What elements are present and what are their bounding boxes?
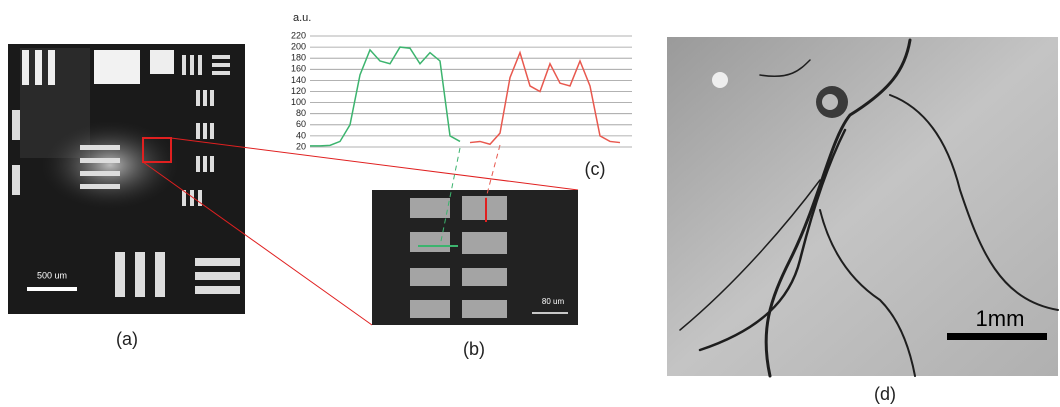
y-tick-label: 140 (291, 75, 306, 85)
y-tick-label: 40 (296, 130, 306, 140)
scale-label: 1mm (976, 306, 1025, 331)
panel-label: (b) (463, 339, 485, 359)
image-b: 80 um (372, 190, 578, 325)
line-series (470, 53, 620, 145)
scale-label: 80 um (542, 297, 565, 306)
image-d: 1mm (667, 37, 1058, 376)
image-a: 500 um (8, 44, 245, 314)
y-tick-label: 20 (296, 141, 306, 151)
panel-label: (a) (116, 329, 138, 349)
y-tick-label: 220 (291, 30, 306, 40)
panel-label: (d) (874, 384, 896, 404)
y-tick-label: 120 (291, 86, 306, 96)
y-tick-label: 200 (291, 41, 306, 51)
y-tick-label: 60 (296, 119, 306, 129)
y-tick-label: 100 (291, 97, 306, 107)
figure: 500 um (a) 80 um (b) a.u. 20406080100120… (0, 0, 1060, 407)
scale-label: 500 um (37, 270, 67, 280)
line-series (310, 47, 460, 146)
y-axis-label: a.u. (293, 12, 311, 24)
y-tick-label: 180 (291, 53, 306, 63)
y-tick-label: 80 (296, 108, 306, 118)
y-tick-label: 160 (291, 64, 306, 74)
panel-label: (c) (585, 159, 606, 179)
